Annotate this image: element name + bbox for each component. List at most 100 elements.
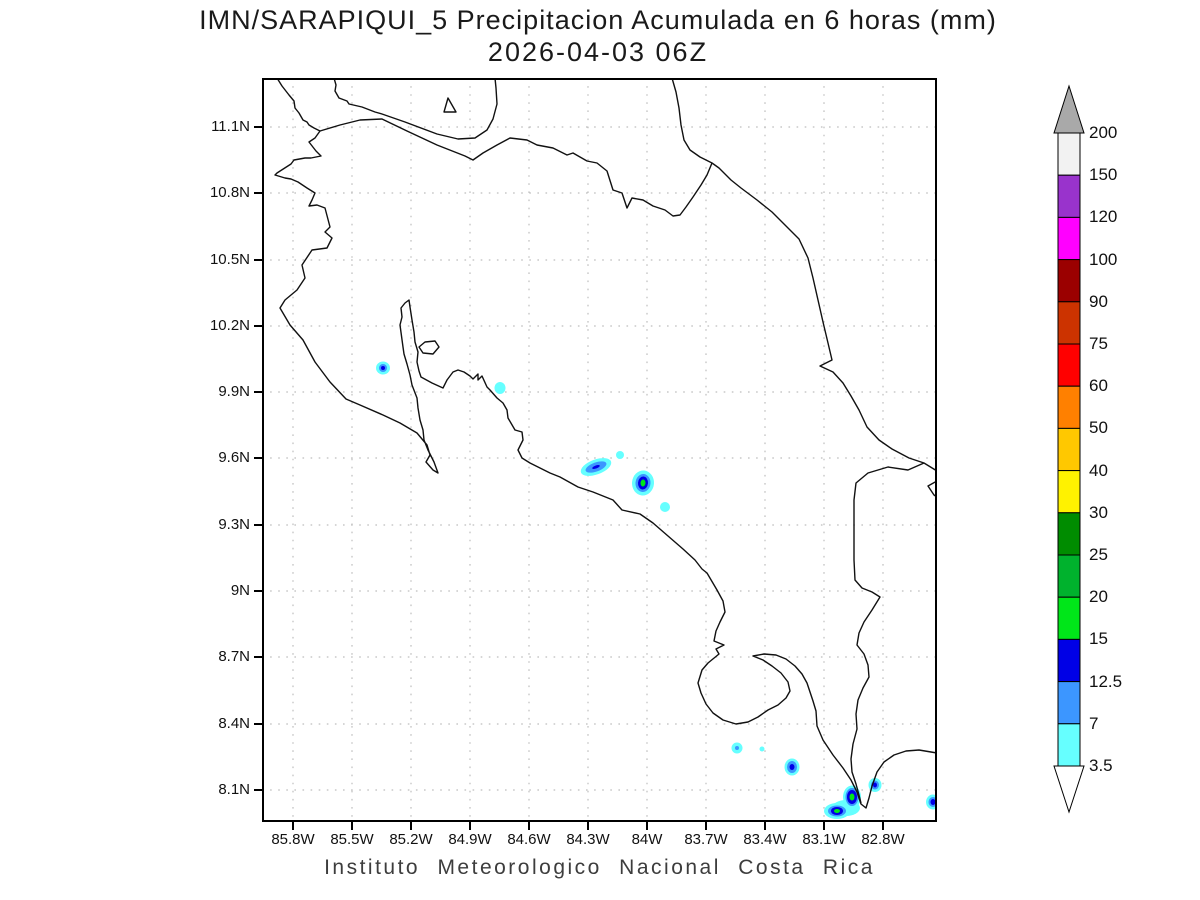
caribbean-coastline <box>671 78 937 472</box>
lat-tick-label: 9.6N <box>218 449 250 466</box>
lon-tick-mark <box>882 822 884 830</box>
lon-tick-mark <box>705 822 707 830</box>
lon-tick-mark <box>410 822 412 830</box>
colorbar-level-label: 15 <box>1089 629 1108 649</box>
precip-ring-deep_blue <box>873 782 877 788</box>
precip-cell <box>660 502 670 512</box>
precip-cell <box>631 470 655 496</box>
plot-title-block: IMN/SARAPIQUI_5 Precipitacion Acumulada … <box>0 4 1196 68</box>
colorbar-segment <box>1057 470 1081 514</box>
lat-tick-mark <box>254 524 262 526</box>
colorbar-level-label: 60 <box>1089 376 1108 396</box>
lat-tick-mark <box>254 192 262 194</box>
precip-cell <box>376 361 390 375</box>
lon-tick-label: 84.6W <box>507 831 551 848</box>
precip-cell <box>616 451 624 459</box>
colorbar-level-label: 200 <box>1089 123 1118 142</box>
precip-ring-bright_green <box>834 809 840 813</box>
costa-rica-map-svg <box>262 78 937 822</box>
precip-cell <box>824 803 850 819</box>
precip-ring-cyan <box>660 502 670 512</box>
colorbar-level-label: 12.5 <box>1089 671 1123 691</box>
precip-cell <box>580 458 612 476</box>
lon-tick-mark <box>764 822 766 830</box>
lat-tick-mark <box>254 789 262 791</box>
colorbar-segment <box>1057 259 1081 303</box>
precip-ring-bright_green <box>849 793 855 801</box>
lat-tick-label: 9.3N <box>218 516 250 533</box>
colorbar-segment <box>1057 596 1081 640</box>
precip-cell <box>759 746 765 752</box>
colorbar-level-label: 50 <box>1089 418 1108 438</box>
precip-ring-deep_blue <box>930 799 936 805</box>
colorbar-segment <box>1057 132 1081 176</box>
precip-colorbar <box>1053 84 1085 814</box>
precip-ring-deep_blue <box>789 764 795 770</box>
precip-ring-deep_blue <box>381 366 385 370</box>
tempisque-lagoon <box>418 340 440 355</box>
colorbar-segment <box>1057 681 1081 725</box>
colorbar-segment <box>1057 512 1081 556</box>
colorbar-segment <box>1057 723 1081 767</box>
lon-tick-mark <box>292 822 294 830</box>
colorbar-level-label: 75 <box>1089 334 1108 353</box>
lon-tick-label: 83.7W <box>684 831 728 848</box>
lon-tick-mark <box>823 822 825 830</box>
colorbar-level-label: 3.5 <box>1089 756 1113 775</box>
lon-tick-mark <box>587 822 589 830</box>
lat-tick-label: 9.9N <box>218 383 250 400</box>
lon-tick-label: 85.5W <box>330 831 374 848</box>
lat-tick-mark <box>254 391 262 393</box>
precip-ring-deep_blue <box>592 465 600 469</box>
colorbar-level-label: 40 <box>1089 460 1108 480</box>
lon-tick-mark <box>646 822 648 830</box>
lon-tick-label: 84W <box>631 831 663 848</box>
precip-cell <box>494 382 506 394</box>
colorbar-segment <box>1057 301 1081 345</box>
colorbar-segment <box>1057 174 1081 218</box>
colorbar-segment <box>1057 554 1081 598</box>
lat-tick-label: 10.5N <box>209 251 250 268</box>
precip-cell <box>784 758 800 776</box>
lat-tick-label: 10.2N <box>209 317 250 334</box>
lat-tick-label: 8.7N <box>218 648 250 665</box>
colorbar-level-label: 150 <box>1089 165 1118 185</box>
colorbar-segment <box>1057 638 1081 683</box>
lat-tick-label: 8.1N <box>218 781 250 798</box>
plot-title: IMN/SARAPIQUI_5 Precipitacion Acumulada … <box>199 5 997 35</box>
lon-tick-label: 85.8W <box>271 831 315 848</box>
lon-tick-label: 83.4W <box>743 831 787 848</box>
lon-tick-label: 83.1W <box>802 831 846 848</box>
lat-tick-label: 8.4N <box>218 715 250 732</box>
colorbar-level-label: 7 <box>1089 713 1099 733</box>
lat-tick-label: 11.1N <box>211 118 250 135</box>
lon-tick-label: 84.3W <box>566 831 610 848</box>
precip-cell <box>926 794 937 810</box>
lon-tick-mark <box>469 822 471 830</box>
lake-nicaragua-shore <box>333 78 498 140</box>
precip-cell <box>731 742 743 754</box>
colorbar-level-label: 20 <box>1089 587 1108 607</box>
colorbar-level-label: 100 <box>1089 249 1118 269</box>
colorbar-level-label: 90 <box>1089 291 1108 311</box>
precip-ring-bright_green <box>640 479 646 487</box>
lat-tick-mark <box>254 457 262 459</box>
nicaragua-border <box>319 118 713 217</box>
lat-tick-mark <box>254 126 262 128</box>
lon-tick-mark <box>528 822 530 830</box>
lake-island <box>443 97 457 113</box>
lat-tick-mark <box>254 259 262 261</box>
lon-tick-label: 85.2W <box>389 831 433 848</box>
colorbar-segment <box>1057 216 1081 261</box>
colorbar-level-label: 120 <box>1089 207 1118 227</box>
lat-tick-mark <box>254 590 262 592</box>
precip-ring-cyan <box>494 382 506 394</box>
lat-tick-label: 9N <box>230 582 250 599</box>
lon-tick-mark <box>351 822 353 830</box>
lat-tick-mark <box>254 723 262 725</box>
precip-ring-light_blue <box>735 746 739 750</box>
panama-border <box>850 462 925 804</box>
colorbar-segment <box>1057 343 1081 387</box>
colorbar-arrow-bottom <box>1053 765 1085 814</box>
